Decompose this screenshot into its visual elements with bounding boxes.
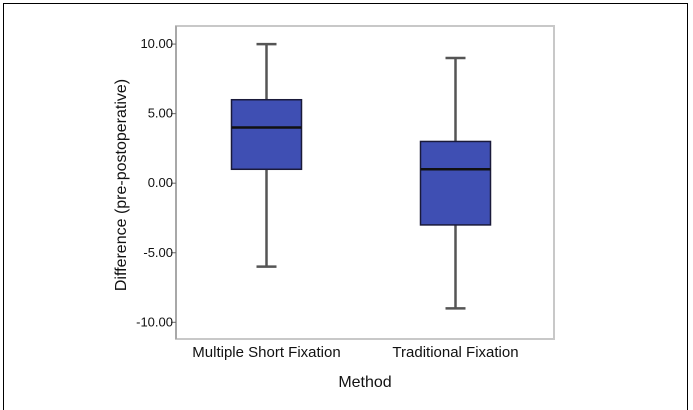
- figure-frame: [3, 3, 688, 410]
- box-1: [230, 42, 303, 268]
- x-category-label: Multiple Short Fixation: [192, 344, 340, 361]
- y-tick-label: 5.00: [148, 106, 173, 121]
- y-axis-ticks: 10.00 5.00 0.00 -5.00 -10.00: [136, 36, 176, 329]
- x-category-label: Traditional Fixation: [392, 344, 518, 361]
- y-tick-label: 0.00: [148, 175, 173, 190]
- y-tick-label: -10.00: [136, 314, 173, 329]
- iqr-box: [419, 140, 492, 226]
- boxes: [230, 42, 492, 310]
- iqr-box: [230, 98, 303, 171]
- x-axis-labels: Multiple Short Fixation Traditional Fixat…: [192, 344, 518, 361]
- x-axis-title: Method: [338, 374, 391, 391]
- box-2: [419, 56, 492, 310]
- y-tick-label: 10.00: [140, 36, 173, 51]
- y-tick-label: -5.00: [143, 245, 173, 260]
- plot-area: [175, 25, 555, 340]
- y-axis-title: Difference (pre-postoperative): [113, 79, 130, 291]
